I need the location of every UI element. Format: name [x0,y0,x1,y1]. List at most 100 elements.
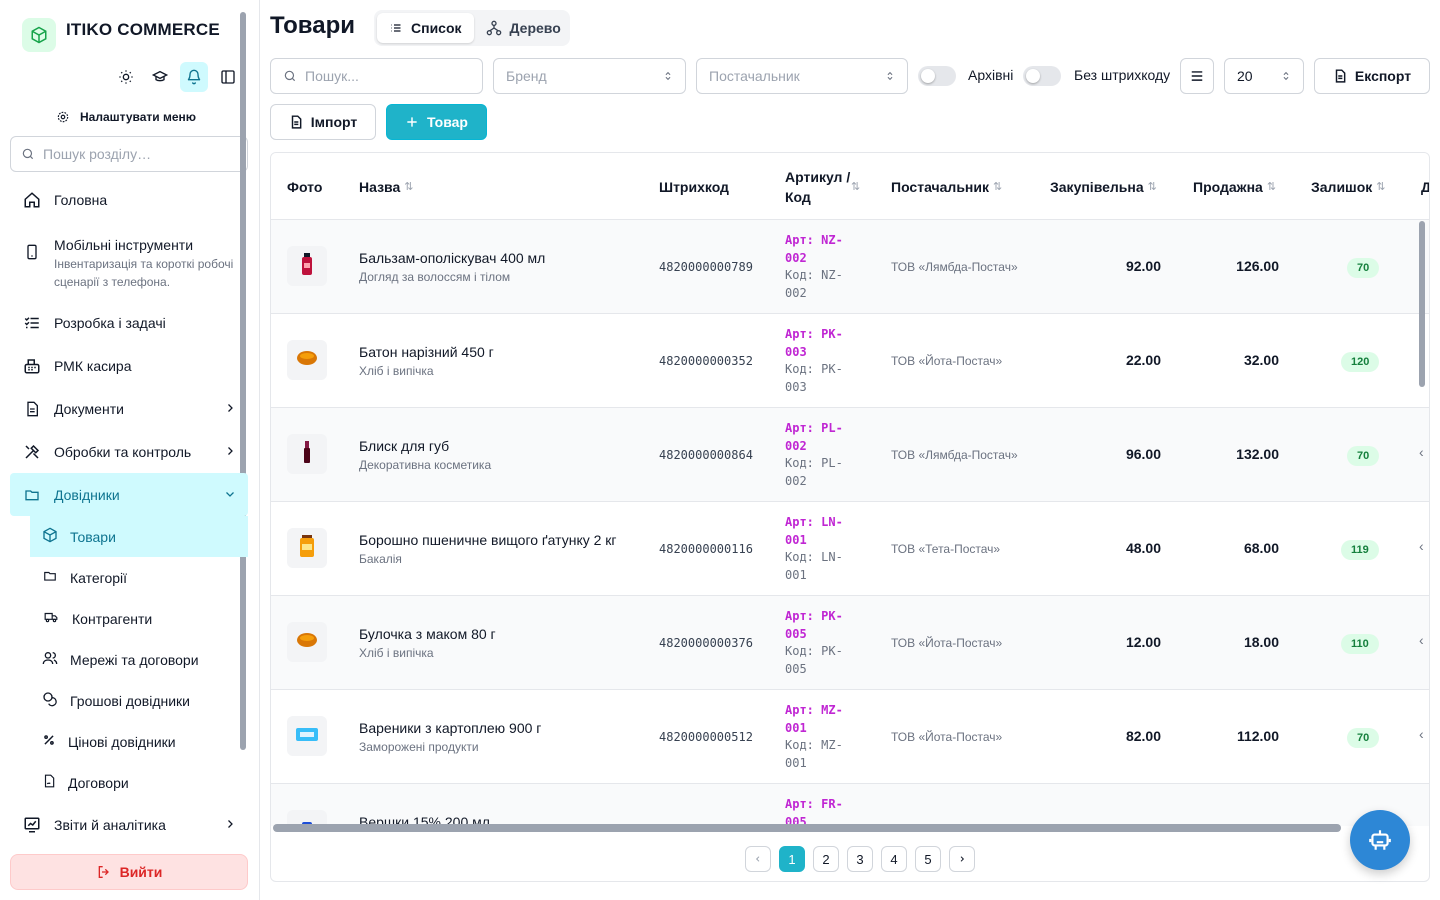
sort-icon[interactable]: ⇅ [851,181,861,193]
tab-tree[interactable]: Дерево [474,13,573,43]
supplier-select[interactable]: Постачальник [696,58,908,94]
sun-icon[interactable] [112,62,140,92]
logout-button[interactable]: Вийти [10,854,248,890]
no-barcode-toggle[interactable] [1023,66,1061,86]
table-row[interactable]: Блиск для губ Декоративна косметика 482000… [271,408,1429,502]
table-row[interactable]: Булочка з маком 80 г Хліб і випічка 482000… [271,596,1429,690]
sidebar-subitem-categories[interactable]: Категорії [10,557,248,598]
brand-select[interactable]: Бренд [493,58,686,94]
column-label: Залишок [1311,178,1373,195]
panel-collapse-icon[interactable] [214,62,242,92]
column-stock[interactable]: Залишок ⇅ [1311,153,1386,220]
product-name[interactable]: Булочка з маком 80 г [359,626,496,642]
column-name[interactable]: Назва ⇅ [359,153,413,220]
sidebar-item-label: Довідники [54,486,120,503]
column-label: Назва [359,178,401,195]
sidebar-item-dev-tasks[interactable]: Розробка і задачі [10,301,248,344]
product-name[interactable]: Вершки 15% 200 мл [359,814,490,826]
sidebar-item-mobile-tools[interactable]: Мобільні інструменти Інвентаризація та к… [10,221,248,301]
product-name[interactable]: Борошно пшеничне вищого ґатунку 2 кг [359,532,617,548]
product-category: Догляд за волоссям і тілом [359,270,511,284]
stock-badge: 70 [1347,446,1380,466]
graduation-cap-icon[interactable] [146,62,174,92]
product-code: Код: LN-001 [785,550,843,582]
sale-price: 18.00 [1243,634,1279,650]
page-size-select[interactable]: 20 [1224,58,1304,94]
jar-icon [299,534,315,562]
sidebar-item-label: Мобільні інструменти [54,237,194,253]
phone-icon [22,243,42,261]
sidebar-subitem-prices[interactable]: Цінові довідники [10,721,248,762]
page-button[interactable]: 5 [915,846,941,872]
logout-label: Вийти [119,864,163,880]
table-horizontal-scrollbar[interactable] [273,824,1341,832]
column-label: Штрихкод [659,178,729,195]
bell-icon[interactable] [180,62,208,92]
column-label: Закупівельна [1050,178,1144,195]
page-button[interactable]: 4 [881,846,907,872]
sidebar-item-processing[interactable]: Обробки та контроль [10,430,248,473]
chevron-left-icon[interactable]: ‹ [1419,538,1424,554]
assistant-robot-button[interactable] [1350,810,1410,870]
stock-badge: 120 [1341,352,1380,372]
table-row[interactable]: Борошно пшеничне вищого ґатунку 2 кг Бака… [271,502,1429,596]
chevron-left-icon[interactable]: ‹ [1419,820,1424,826]
prev-page-button[interactable] [745,846,771,872]
cash-register-icon [22,357,42,375]
export-button[interactable]: Експорт [1314,58,1430,94]
import-button[interactable]: Імпорт [270,104,376,140]
product-category: Заморожені продукти [359,740,479,754]
table-row[interactable]: Бальзам-ополіскувач 400 мл Догляд за воло… [271,220,1429,314]
table-row[interactable]: Батон нарізний 450 г Хліб і випічка 482000… [271,314,1429,408]
sidebar-subitem-money[interactable]: Грошові довідники [10,680,248,721]
sidebar-item-documents[interactable]: Документи [10,387,248,430]
page-button[interactable]: 2 [813,846,839,872]
sidebar-toolbar [112,62,242,92]
sidebar-scrollbar[interactable] [240,12,246,750]
product-name[interactable]: Вареники з картоплею 900 г [359,720,542,736]
page-button[interactable]: 1 [779,846,805,872]
sidebar-item-home[interactable]: Головна [10,178,248,221]
sidebar-subitem-label: Товари [70,528,116,545]
column-supplier[interactable]: Постачальник ⇅ [891,153,1002,220]
sidebar-item-directories[interactable]: Довідники [10,473,248,516]
sidebar-subitem-products[interactable]: Товари [30,516,248,557]
stock-badge: 110 [1341,634,1379,654]
configure-menu-button[interactable]: Налаштувати меню [56,110,196,124]
stock-badge: 119 [1341,540,1379,560]
columns-menu-button[interactable] [1180,58,1214,94]
tab-list[interactable]: Список [377,13,474,43]
sidebar-subitem-label: Категорії [70,569,128,586]
column-label: Фото [287,178,323,195]
configure-menu-label: Налаштувати меню [80,110,197,124]
product-name[interactable]: Блиск для губ [359,438,450,454]
brand[interactable]: ITIKO COMMERCE [22,18,220,52]
sidebar-item-reports[interactable]: Звіти й аналітика [10,803,248,846]
sidebar-item-cashier[interactable]: РМК касира [10,344,248,387]
product-name[interactable]: Батон нарізний 450 г [359,344,494,360]
add-product-button[interactable]: Товар [386,104,487,140]
product-name[interactable]: Бальзам-ополіскувач 400 мл [359,250,546,266]
column-purchase-price[interactable]: Закупівельна ⇅ [1050,153,1157,220]
page-button[interactable]: 3 [847,846,873,872]
sidebar-subitem-contracts[interactable]: Договори [10,762,248,803]
menu-icon [1191,71,1203,81]
chevron-left-icon[interactable]: ‹ [1419,444,1424,460]
search-input[interactable]: Пошук... [270,58,483,94]
sort-icon: ⇅ [404,181,414,193]
sidebar-subitem-networks[interactable]: Мережі та договори [10,639,248,680]
next-page-button[interactable] [949,846,975,872]
box-icon [42,527,58,546]
column-sale-price[interactable]: Продажна ⇅ [1193,153,1276,220]
chevron-left-icon[interactable]: ‹ [1419,632,1424,648]
purchase-price: 22.00 [1125,352,1161,368]
table-vertical-scrollbar[interactable] [1419,221,1425,387]
table-row[interactable]: Вареники з картоплею 900 г Заморожені про… [271,690,1429,784]
chevron-left-icon[interactable]: ‹ [1419,726,1424,742]
section-search-input[interactable]: Пошук розділу… [10,136,248,172]
table-row[interactable]: Вершки 15% 200 мл4820000000055Арт: FR-00… [271,784,1429,826]
stock-badge: 70 [1347,258,1380,278]
sidebar-subitem-counterparties[interactable]: Контрагенти [10,598,248,639]
archive-toggle[interactable] [918,66,956,86]
column-article[interactable]: Артикул / Код [785,153,861,220]
